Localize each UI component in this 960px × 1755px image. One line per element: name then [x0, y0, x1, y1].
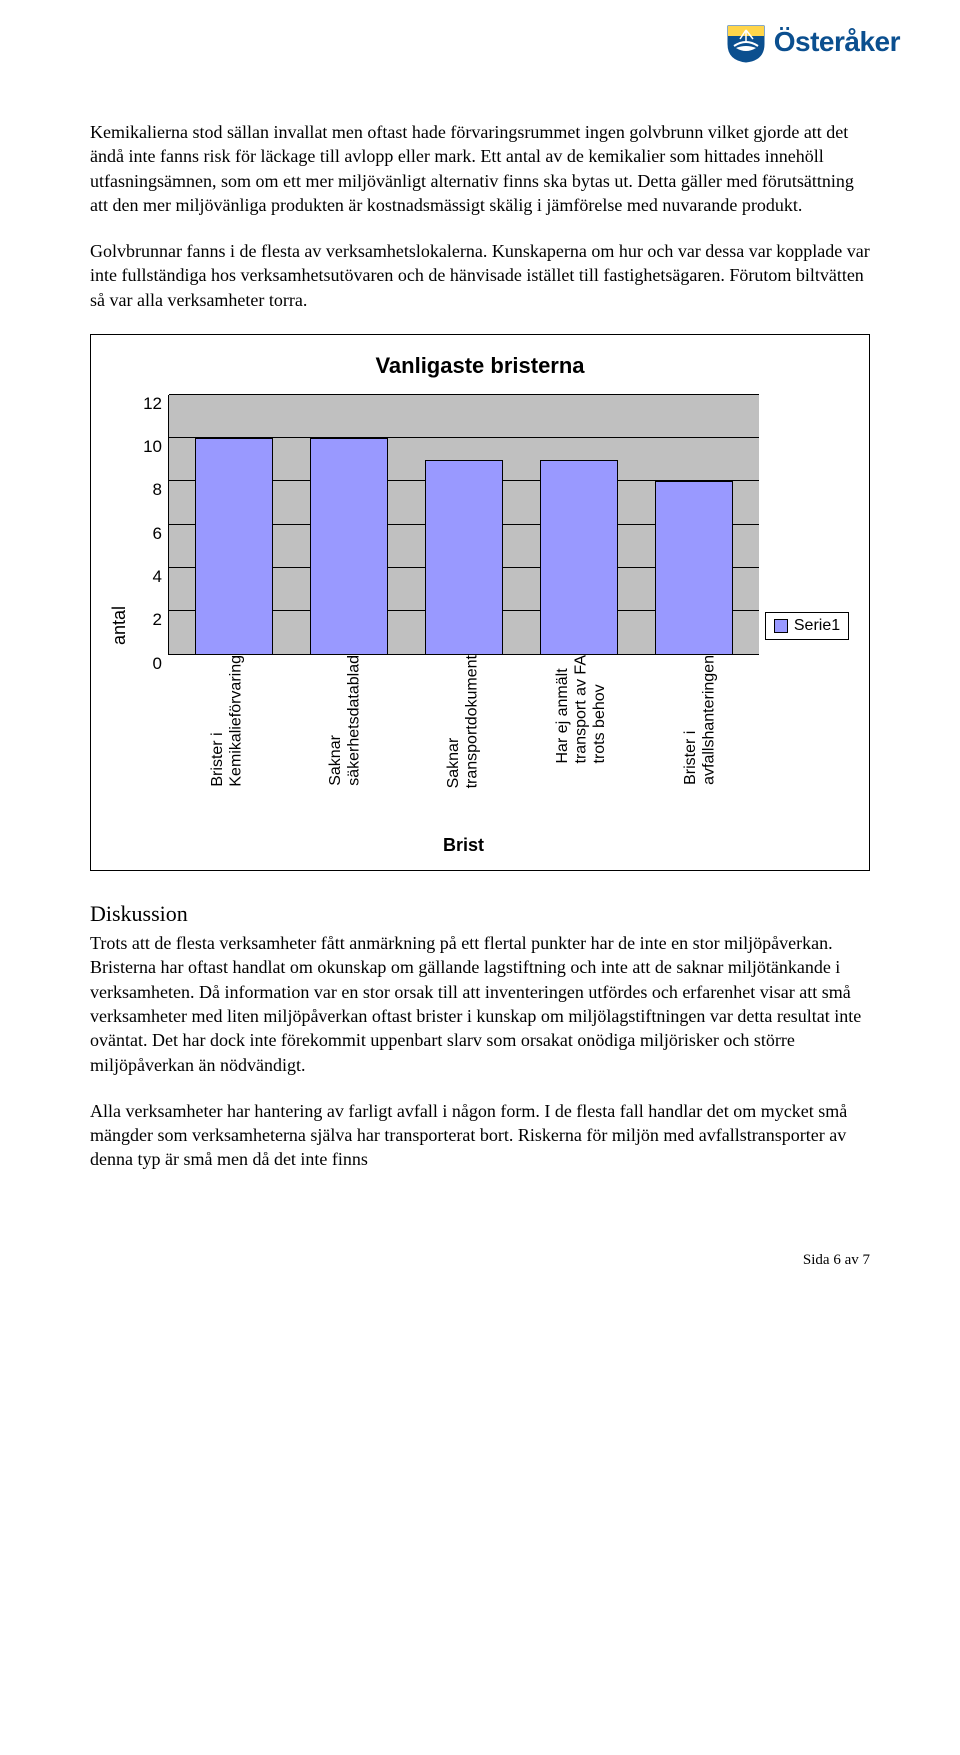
- bar: [655, 481, 733, 654]
- x-tick-label: Brister i Kemikalieförvaring: [209, 655, 246, 793]
- bar-slot: [636, 395, 751, 654]
- shield-icon: [724, 20, 768, 64]
- body-text: Kemikalierna stod sällan invallat men of…: [90, 120, 870, 312]
- x-axis-label: Brist: [168, 835, 759, 856]
- bar: [540, 460, 618, 654]
- document-page: Österåker Kemikalierna stod sällan inval…: [0, 0, 960, 1309]
- brand-logo: Österåker: [724, 20, 900, 64]
- y-axis-label: antal: [105, 606, 134, 645]
- x-tick-label: Saknar säkerhetsdatablad: [327, 655, 364, 792]
- y-tick-labels: 024681012: [134, 395, 168, 655]
- x-tick-labels: Brister i Kemikalieförvaring Saknar säker…: [168, 655, 759, 835]
- bar-slot: [177, 395, 292, 654]
- page-footer: Sida 6 av 7: [90, 1252, 870, 1269]
- x-tick: Brister i Kemikalieförvaring: [168, 655, 286, 835]
- discussion-text: Trots att de flesta verksamheter fått an…: [90, 931, 870, 1172]
- bar: [195, 438, 273, 654]
- bar-slot: [292, 395, 407, 654]
- chart-legend: Serie1: [759, 395, 855, 856]
- x-tick-label: Brister i avfallshanteringen: [682, 655, 719, 791]
- legend-label: Serie1: [794, 617, 840, 635]
- plot-area: [168, 395, 759, 655]
- x-tick: Saknar säkerhetsdatablad: [286, 655, 404, 835]
- bar: [425, 460, 503, 654]
- legend-swatch: [774, 619, 788, 633]
- x-tick-label: Har ej anmält transport av FA trots beho…: [554, 655, 609, 770]
- chart-container: Vanligaste bristerna antal 024681012 Bri…: [90, 334, 870, 871]
- paragraph: Alla verksamheter har hantering av farli…: [90, 1099, 870, 1172]
- x-tick: Har ej anmält transport av FA trots beho…: [523, 655, 641, 835]
- paragraph: Golvbrunnar fanns i de flesta av verksam…: [90, 239, 870, 312]
- x-tick: Brister i avfallshanteringen: [641, 655, 759, 835]
- paragraph: Kemikalierna stod sällan invallat men of…: [90, 120, 870, 217]
- paragraph: Trots att de flesta verksamheter fått an…: [90, 931, 870, 1077]
- bar: [310, 438, 388, 654]
- bar-slot: [521, 395, 636, 654]
- x-tick: Saknar transportdokument: [404, 655, 522, 835]
- bar-slot: [407, 395, 522, 654]
- section-heading: Diskussion: [90, 901, 870, 927]
- brand-name: Österåker: [774, 26, 900, 58]
- chart-title: Vanligaste bristerna: [105, 353, 855, 379]
- x-tick-label: Saknar transportdokument: [445, 655, 482, 794]
